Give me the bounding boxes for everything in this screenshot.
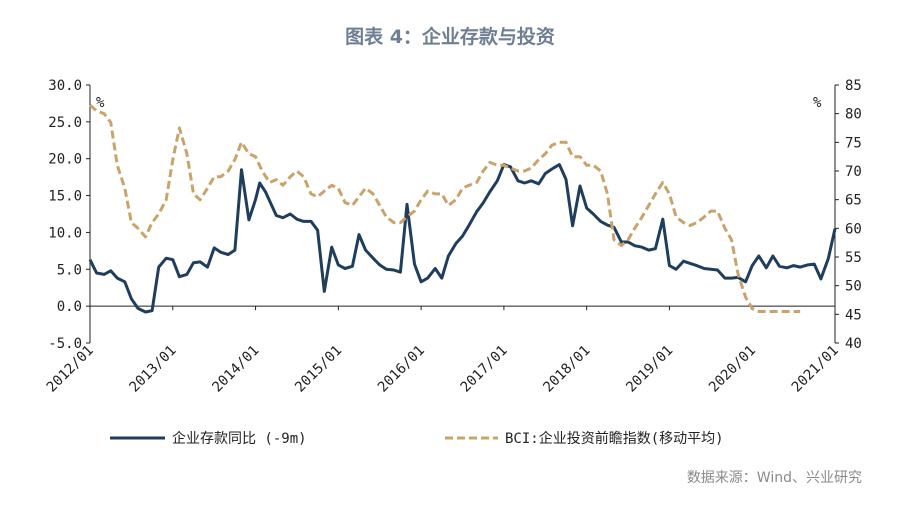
x-tick-label: 2015/01 xyxy=(292,343,345,396)
left-tick-label: 20.0 xyxy=(48,152,82,168)
x-tick-label: 2019/01 xyxy=(623,343,676,396)
right-tick-label: 70 xyxy=(845,164,862,180)
right-axis-ticks: 40 45 50 55 60 65 70 75 80 85 xyxy=(835,78,862,352)
x-axis-ticks: 2012/01 2013/01 2014/01 2015/01 2016/01 2017/… xyxy=(44,306,842,396)
right-tick-label: 65 xyxy=(845,193,862,209)
left-tick-label: -5.0 xyxy=(48,336,82,352)
left-axis-ticks: -5.0 0.0 5.0 10.0 15.0 20.0 25.0 30.0 xyxy=(48,78,90,352)
x-tick-label: 2013/01 xyxy=(127,343,180,396)
right-tick-label: 85 xyxy=(845,78,862,94)
left-tick-label: 15.0 xyxy=(48,189,82,205)
x-tick-label: 2021/01 xyxy=(789,343,842,396)
x-tick-label: 2016/01 xyxy=(375,343,428,396)
right-tick-label: 45 xyxy=(845,307,862,323)
right-tick-label: 80 xyxy=(845,107,862,123)
right-tick-label: 55 xyxy=(845,250,862,266)
series-layer xyxy=(88,103,837,314)
left-tick-label: 10.0 xyxy=(48,225,82,241)
axes: %% xyxy=(89,85,836,343)
chart-title: 图表 4：企业存款与投资 xyxy=(345,26,555,48)
right-tick-label: 40 xyxy=(845,336,862,352)
legend-label-deposits: 企业存款同比 (-9m) xyxy=(172,430,307,447)
left-tick-label: 0.0 xyxy=(57,299,82,315)
legend: 企业存款同比 (-9m) BCI:企业投资前瞻指数(移动平均) xyxy=(110,430,724,447)
source-note: 数据来源：Wind、兴业研究 xyxy=(686,470,862,486)
left-unit-label: % xyxy=(96,95,105,111)
x-tick-label: 2017/01 xyxy=(458,343,511,396)
series-line-deposits xyxy=(88,163,837,314)
x-tick-label: 2018/01 xyxy=(540,343,593,396)
right-unit-label: % xyxy=(813,95,822,111)
right-tick-label: 60 xyxy=(845,221,862,237)
x-tick-label: 2020/01 xyxy=(706,343,759,396)
x-tick-label: 2014/01 xyxy=(209,343,262,396)
legend-label-bci: BCI:企业投资前瞻指数(移动平均) xyxy=(505,430,724,447)
series-line-bci xyxy=(89,103,801,313)
right-tick-label: 75 xyxy=(845,135,862,151)
left-tick-label: 30.0 xyxy=(48,78,82,94)
left-tick-label: 25.0 xyxy=(48,115,82,131)
left-tick-label: 5.0 xyxy=(57,262,82,278)
right-tick-label: 50 xyxy=(845,279,862,295)
